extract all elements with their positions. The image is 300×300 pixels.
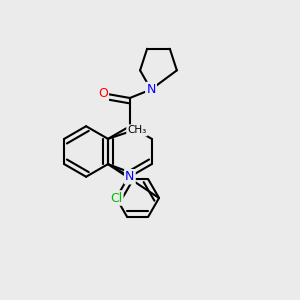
Text: N: N: [146, 83, 156, 96]
Text: Cl: Cl: [110, 191, 122, 205]
Text: N: N: [125, 170, 134, 183]
Text: O: O: [98, 87, 108, 100]
Text: CH₃: CH₃: [127, 125, 147, 135]
